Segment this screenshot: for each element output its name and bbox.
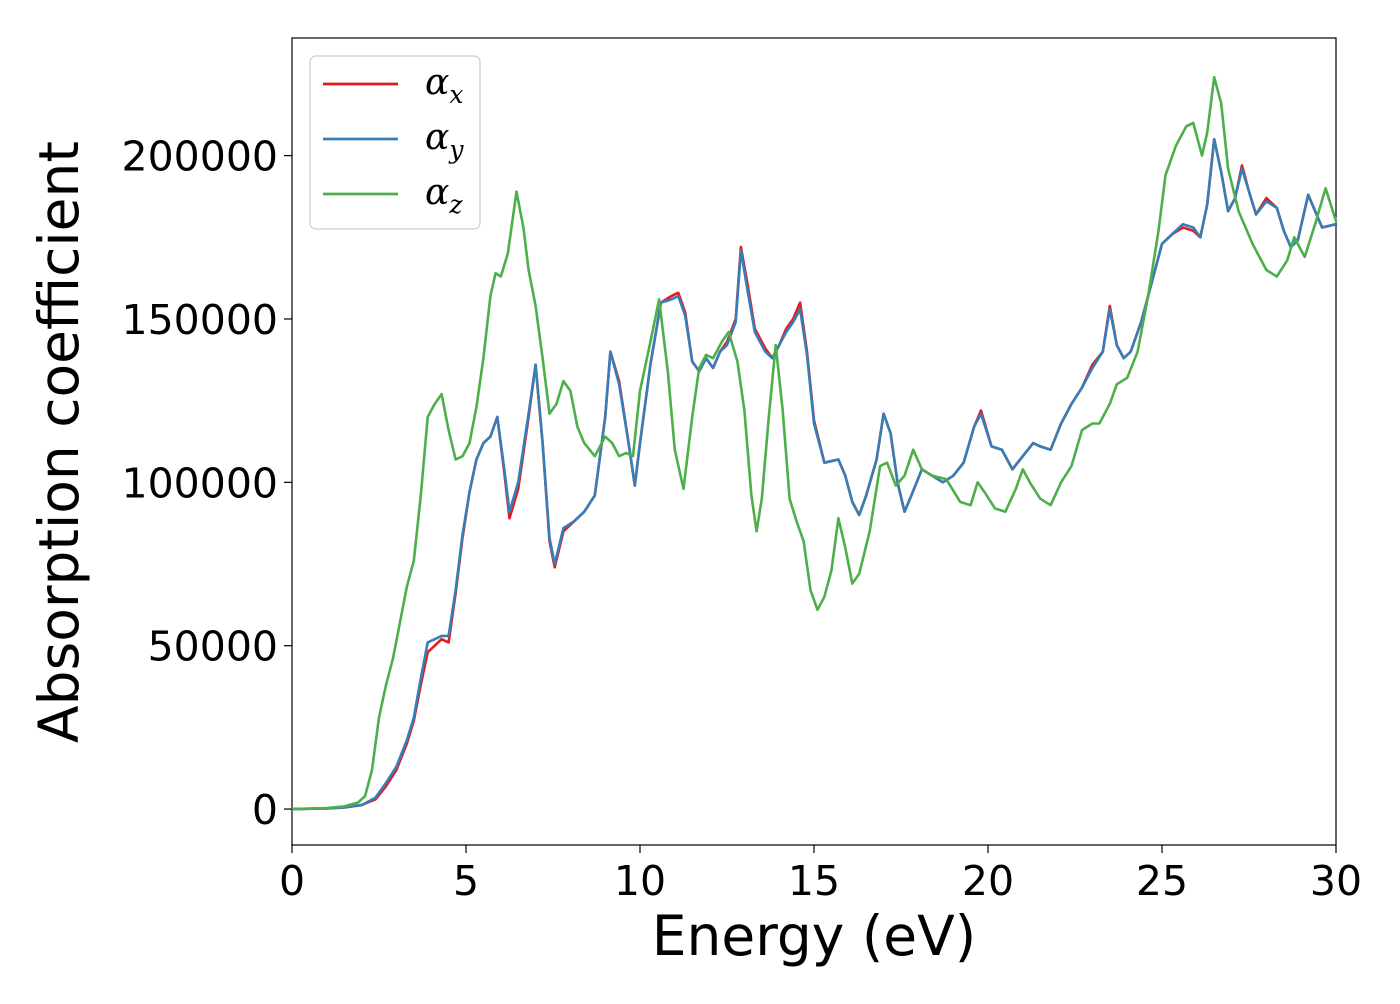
y-tick-label: 0: [252, 786, 278, 834]
y-tick-label: 150000: [121, 296, 278, 344]
y-tick-label: 50000: [148, 623, 278, 671]
x-axis: 0 5 10 15 20 25 30: [279, 845, 1362, 905]
x-axis-title: Energy (eV): [652, 904, 976, 968]
y-axis-title: Absorption coefficient: [27, 141, 91, 743]
legend-label-x: αx: [425, 62, 463, 109]
x-tick-label: 10: [614, 857, 666, 905]
series-line-y: [290, 138, 1338, 811]
x-tick-label: 5: [453, 857, 479, 905]
x-tick-label: 30: [1310, 857, 1362, 905]
y-axis: 0 50000 100000 150000 200000: [121, 133, 292, 834]
y-tick-label: 100000: [121, 459, 278, 507]
x-tick-label: 20: [962, 857, 1014, 905]
y-tick-label: 200000: [121, 133, 278, 181]
legend-label-z: αz: [425, 172, 463, 219]
x-tick-label: 15: [788, 857, 840, 905]
series-line-z: [290, 75, 1338, 811]
legend-box: [309, 55, 481, 230]
series-layer: [290, 75, 1338, 811]
legend-label-y: αy: [425, 117, 464, 164]
x-tick-label: 0: [279, 857, 305, 905]
x-tick-label: 25: [1136, 857, 1188, 905]
legend: αx αy αz: [309, 55, 481, 230]
legend-entries: αx αy αz: [323, 62, 464, 219]
